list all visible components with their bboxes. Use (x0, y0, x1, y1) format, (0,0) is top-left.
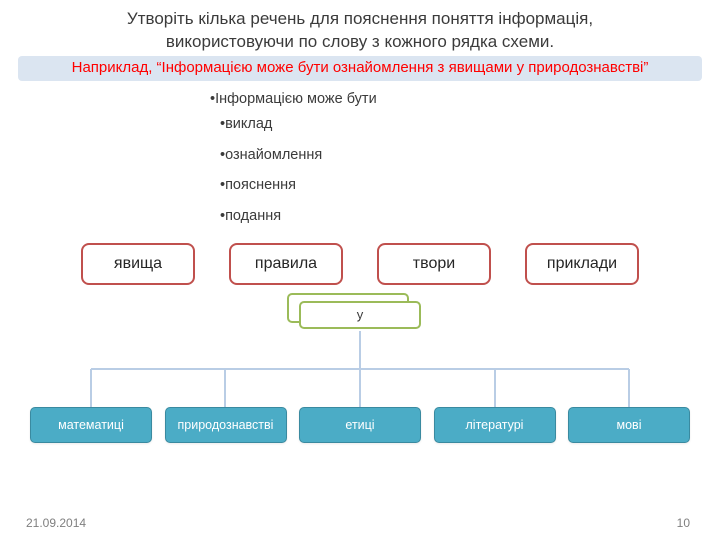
root-node: у (295, 299, 425, 333)
title-line-2: використовуючи по слову з кожного рядка … (166, 32, 554, 51)
hint-prefix: Наприклад, (72, 59, 157, 76)
category-label: правила (255, 255, 317, 273)
leaf-row: математиці природознавстві етиці літерат… (30, 407, 690, 443)
category-box: явища (81, 243, 195, 285)
leaf-label: мові (617, 418, 642, 432)
bullet-item: •пояснення (220, 173, 720, 198)
footer-date: 21.09.2014 (26, 516, 86, 530)
hint-quote: “Інформацією може бути ознайомлення з яв… (157, 59, 649, 76)
category-label: явища (114, 255, 162, 273)
page-title: Утворіть кілька речень для пояснення пон… (0, 0, 720, 54)
bullet-item: •подання (220, 204, 720, 229)
category-row: явища правила твори приклади (0, 243, 720, 285)
category-box: правила (229, 243, 343, 285)
bullet-item: •виклад (220, 112, 720, 137)
leaf-node: природознавстві (165, 407, 287, 443)
footer-page: 10 (677, 516, 690, 530)
category-box: приклади (525, 243, 639, 285)
bullet-item: •Інформацією може бути (210, 87, 720, 112)
bullet-list: •Інформацією може бути •виклад •ознайомл… (210, 87, 720, 228)
leaf-label: літературі (466, 418, 524, 432)
leaf-label: природознавстві (178, 418, 274, 432)
leaf-node: мові (568, 407, 690, 443)
example-hint: Наприклад, “Інформацією може бути ознайо… (18, 56, 702, 82)
leaf-node: математиці (30, 407, 152, 443)
title-line-1: Утворіть кілька речень для пояснення пон… (127, 9, 593, 28)
slide-footer: 21.09.2014 10 (26, 516, 690, 530)
leaf-node: літературі (434, 407, 556, 443)
category-label: твори (413, 255, 455, 273)
category-box: твори (377, 243, 491, 285)
bullet-item: •ознайомлення (220, 143, 720, 168)
tree-diagram: у математиці природознавстві етиці літер… (30, 299, 690, 449)
category-label: приклади (547, 255, 617, 273)
leaf-label: етиці (345, 418, 374, 432)
root-node-front: у (299, 301, 421, 329)
leaf-label: математиці (58, 418, 124, 432)
leaf-node: етиці (299, 407, 421, 443)
root-label: у (357, 307, 364, 322)
